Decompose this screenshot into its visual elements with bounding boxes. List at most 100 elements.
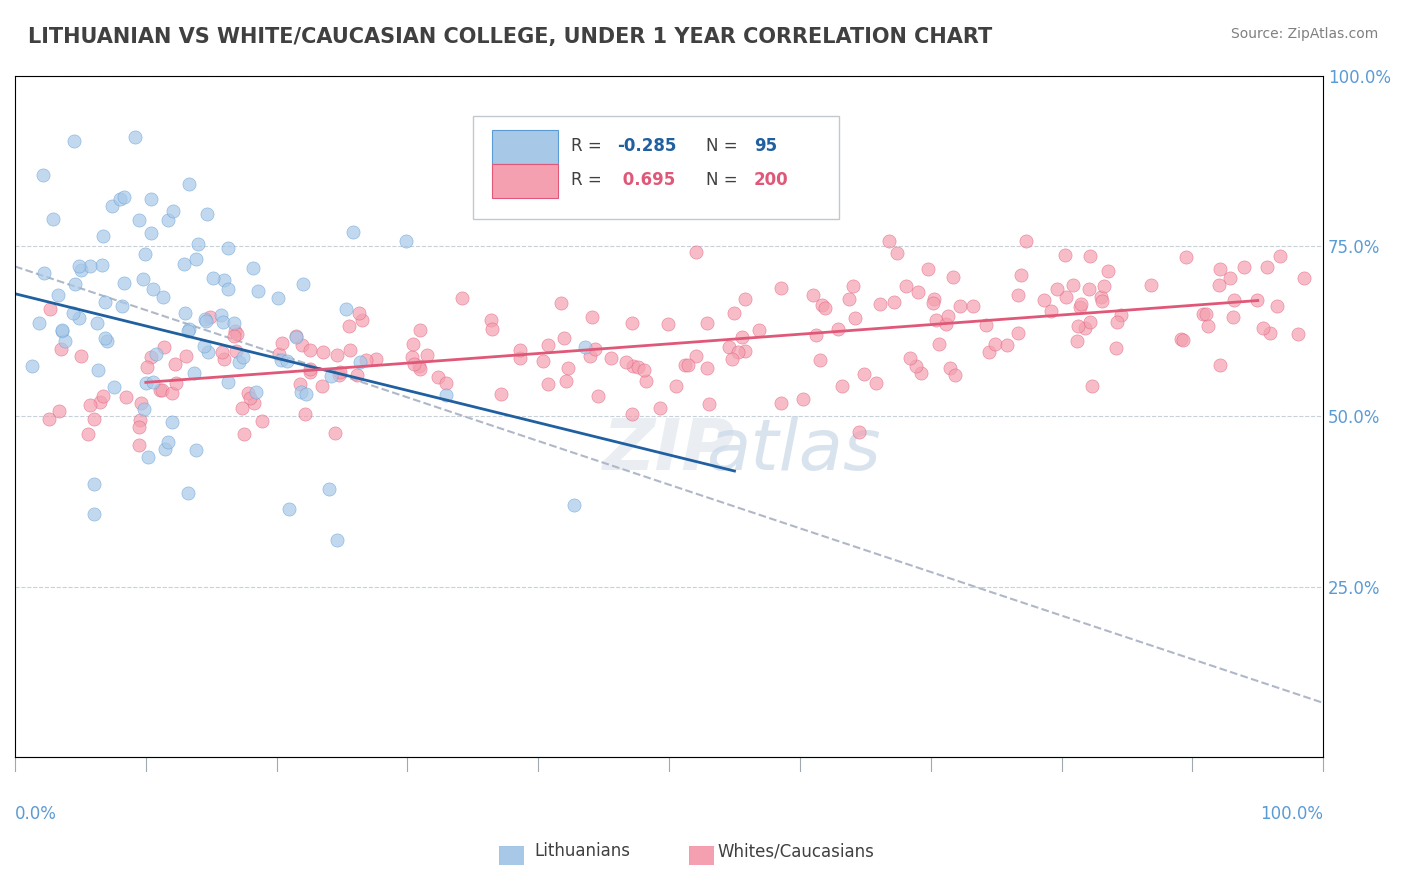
Point [366,352,388,367]
Point [294,407,316,421]
Point [883,295,905,310]
Point [852,367,875,381]
Point [1219,271,1241,285]
Point [1209,261,1232,276]
Point [1092,279,1115,293]
Point [111,299,134,313]
Point [271,335,294,350]
Point [537,376,560,391]
Point [808,352,831,367]
Point [173,306,195,320]
Point [633,363,655,377]
Point [1174,250,1197,264]
Point [586,389,609,403]
Point [416,348,439,362]
Point [232,350,254,364]
Point [1209,358,1232,372]
Point [509,343,531,357]
Point [1077,282,1099,296]
Point [1080,315,1102,329]
Point [228,355,250,369]
Point [319,368,342,383]
Point [132,401,155,416]
Point [995,338,1018,352]
Point [290,385,312,400]
Point [1007,326,1029,341]
Point [325,348,347,362]
Point [721,352,744,367]
Point [792,392,814,406]
Point [150,383,173,397]
Point [187,237,209,252]
Point [1105,341,1128,355]
Point [312,344,335,359]
Point [451,291,474,305]
Point [108,192,131,206]
Text: -0.285: -0.285 [617,136,676,154]
Point [134,247,156,261]
Point [34,266,56,280]
Point [676,359,699,373]
Point [347,306,370,320]
Point [217,282,239,296]
Point [226,326,249,341]
Text: Lithuanians: Lithuanians [534,842,630,860]
Point [142,375,165,389]
Point [342,225,364,239]
Point [1062,277,1084,292]
Point [409,323,432,337]
Point [67,259,90,273]
Point [831,378,853,392]
Point [557,360,579,375]
Point [409,361,432,376]
Point [83,411,105,425]
Point [139,350,162,364]
Point [128,213,150,227]
Point [76,426,98,441]
Point [225,344,247,359]
Point [1081,379,1104,393]
Point [87,363,110,377]
Point [250,414,273,428]
Point [938,309,960,323]
Point [1107,315,1129,329]
Point [696,317,718,331]
Point [211,345,233,359]
Point [1294,271,1316,285]
Point [537,338,560,352]
Point [291,338,314,352]
Point [42,211,65,226]
Point [67,311,90,326]
Point [1078,249,1101,263]
Point [983,337,1005,351]
Point [1070,297,1092,311]
Point [600,351,623,366]
Point [145,347,167,361]
Point [128,419,150,434]
Point [311,379,333,393]
Point [212,315,235,329]
Point [935,317,957,331]
Point [810,298,832,312]
Point [426,370,449,384]
Point [1067,319,1090,334]
Point [509,351,531,365]
Point [62,134,84,148]
Point [949,299,972,313]
Point [239,391,262,405]
Point [201,271,224,285]
Point [149,383,172,397]
Point [1195,307,1218,321]
Point [886,246,908,260]
Point [135,359,157,374]
Point [103,380,125,394]
Point [349,355,371,369]
Point [621,359,644,374]
Point [877,234,900,248]
Point [32,168,55,182]
Point [727,345,749,359]
Point [70,349,93,363]
Point [94,295,117,310]
Point [1232,260,1254,274]
Point [136,450,159,465]
